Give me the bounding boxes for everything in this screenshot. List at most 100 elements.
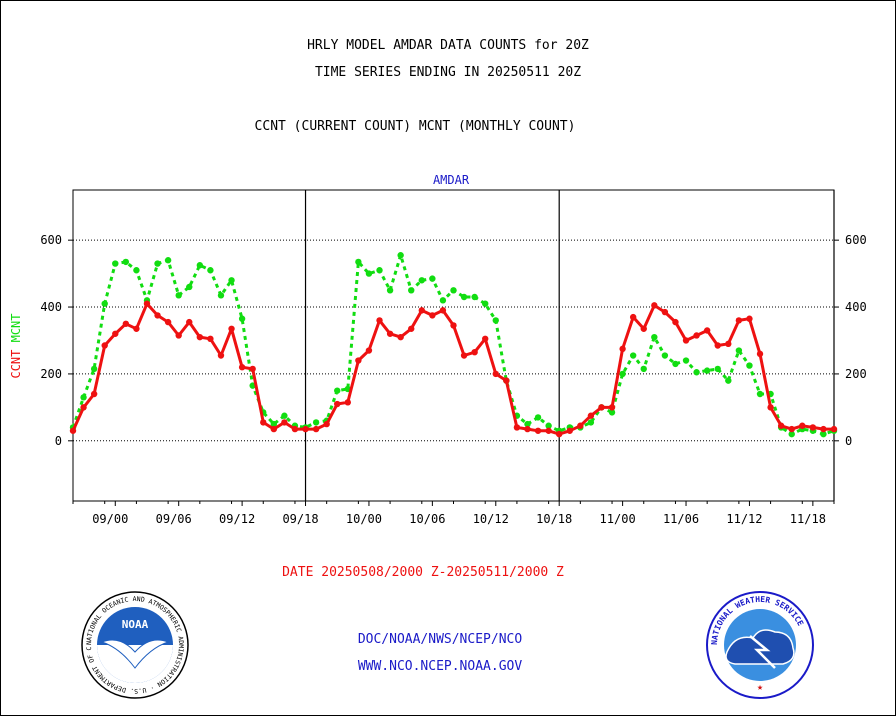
data-point-ccnt	[693, 332, 700, 339]
x-tick-label: 10/06	[409, 512, 445, 526]
x-tick-label: 10/12	[473, 512, 509, 526]
x-tick-label: 11/18	[790, 512, 826, 526]
data-point-ccnt	[577, 422, 584, 429]
data-point-mcnt	[429, 275, 436, 282]
data-point-ccnt	[598, 404, 605, 411]
data-point-ccnt	[112, 330, 119, 337]
data-point-mcnt	[90, 365, 98, 373]
data-point-ccnt	[386, 330, 394, 337]
data-point-ccnt	[90, 390, 98, 398]
data-point-mcnt	[450, 287, 457, 294]
data-point-mcnt	[682, 357, 690, 364]
data-point-mcnt	[439, 297, 447, 304]
data-point-ccnt	[450, 322, 457, 329]
header-title-line-1: HRLY MODEL AMDAR DATA COUNTS for 20Z	[307, 38, 589, 53]
data-point-mcnt	[619, 370, 626, 378]
data-point-ccnt	[270, 425, 278, 433]
data-point-ccnt	[703, 327, 711, 334]
data-point-ccnt	[344, 399, 352, 406]
data-point-ccnt	[619, 345, 626, 353]
data-point-ccnt	[714, 342, 721, 349]
website-url-label: WWW.NCO.NCEP.NOAA.GOV	[357, 659, 523, 674]
data-point-ccnt	[69, 427, 77, 434]
data-point-ccnt	[682, 337, 690, 344]
data-point-mcnt	[376, 267, 383, 274]
data-point-mcnt	[629, 352, 637, 359]
data-point-ccnt	[767, 404, 774, 411]
data-point-mcnt	[133, 267, 140, 274]
data-point-ccnt	[513, 424, 521, 431]
x-tick-label: 11/06	[663, 512, 699, 526]
data-point-mcnt	[175, 292, 182, 299]
header-legend-line: CCNT (CURRENT COUNT) MCNT (MONTHLY COUNT…	[254, 119, 576, 134]
data-point-ccnt	[809, 424, 817, 431]
data-point-ccnt	[312, 425, 320, 433]
y-tick-label-right: 0	[845, 434, 852, 448]
data-point-ccnt	[154, 312, 161, 319]
data-point-mcnt	[482, 300, 489, 307]
data-point-ccnt	[629, 313, 637, 321]
data-point-ccnt	[228, 325, 235, 332]
data-point-ccnt	[661, 308, 669, 316]
data-point-mcnt	[397, 252, 404, 259]
data-point-mcnt	[735, 347, 743, 354]
header-title-line-2: TIME SERIES ENDING IN 20250511 20Z	[314, 65, 582, 80]
data-point-ccnt	[566, 427, 573, 434]
data-point-mcnt	[756, 390, 764, 398]
data-point-mcnt	[207, 267, 214, 274]
data-point-mcnt	[80, 394, 87, 401]
data-point-mcnt	[365, 270, 373, 277]
data-point-ccnt	[555, 430, 563, 438]
y-tick-label-left: 0	[55, 434, 62, 448]
data-point-mcnt	[334, 387, 341, 394]
data-point-ccnt	[260, 419, 267, 426]
data-point-mcnt	[460, 293, 468, 301]
data-point-ccnt	[820, 425, 827, 433]
data-point-mcnt	[408, 287, 415, 294]
data-point-ccnt	[323, 420, 330, 428]
x-tick-label: 09/18	[282, 512, 318, 526]
data-point-mcnt	[524, 420, 531, 428]
y-tick-label-right: 400	[845, 300, 867, 314]
data-point-mcnt	[355, 258, 362, 266]
svg-text:★: ★	[757, 682, 763, 693]
x-tick-label: 10/18	[536, 512, 572, 526]
x-tick-label: 10/00	[346, 512, 382, 526]
data-point-ccnt	[249, 365, 256, 373]
data-point-mcnt	[186, 283, 193, 291]
data-point-ccnt	[281, 419, 288, 426]
data-point-ccnt	[492, 370, 499, 378]
data-point-mcnt	[545, 422, 552, 429]
nws-logo-icon: ★ NATIONAL WEATHER SERVICE	[706, 591, 814, 699]
data-point-ccnt	[302, 425, 309, 433]
data-point-ccnt	[439, 307, 447, 314]
data-point-mcnt	[661, 352, 669, 359]
data-point-mcnt	[672, 360, 679, 368]
data-point-ccnt	[164, 318, 172, 326]
data-point-ccnt	[735, 317, 743, 324]
data-point-ccnt	[365, 347, 373, 354]
data-point-ccnt	[587, 412, 595, 419]
y-axis-label: CCNT MCNT	[9, 313, 23, 378]
data-point-mcnt	[154, 260, 161, 267]
data-point-ccnt	[334, 400, 341, 408]
data-point-ccnt	[238, 364, 246, 371]
data-point-ccnt	[788, 425, 795, 433]
data-point-mcnt	[746, 362, 753, 369]
data-point-ccnt	[376, 317, 383, 324]
data-point-ccnt	[133, 325, 140, 332]
data-point-ccnt	[799, 422, 806, 429]
data-point-mcnt	[587, 419, 595, 426]
data-point-ccnt	[397, 333, 404, 341]
data-point-mcnt	[725, 377, 732, 384]
y-tick-label-left: 600	[40, 233, 62, 247]
data-point-ccnt	[608, 404, 616, 411]
data-point-ccnt	[725, 340, 732, 348]
y-tick-label-right: 200	[845, 367, 867, 381]
chart-title: AMDAR	[433, 173, 470, 187]
data-point-ccnt	[217, 352, 225, 359]
data-point-ccnt	[777, 422, 785, 429]
data-point-ccnt	[545, 427, 552, 434]
data-point-ccnt	[503, 377, 510, 384]
